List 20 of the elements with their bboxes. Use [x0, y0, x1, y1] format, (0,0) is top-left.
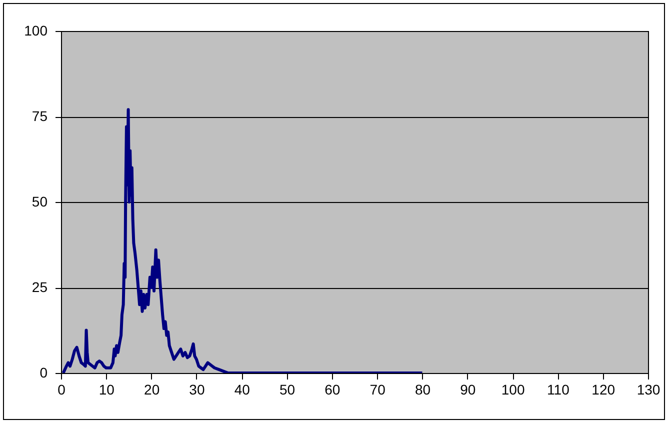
x-tick-label: 40 [234, 382, 250, 398]
x-tick-label: 60 [324, 382, 340, 398]
x-tick-label: 70 [370, 382, 386, 398]
x-tick-label: 120 [592, 382, 616, 398]
y-tick-label: 0 [40, 364, 48, 380]
x-tick-label: 10 [98, 382, 115, 398]
x-tick-label: 80 [414, 382, 431, 398]
x-tick-label: 110 [547, 382, 570, 398]
y-tick-label: 100 [24, 22, 48, 38]
x-tick-label: 30 [189, 382, 205, 398]
y-tick-label: 25 [32, 279, 48, 295]
x-tick-label: 130 [636, 382, 660, 398]
line-series [62, 108, 424, 373]
x-tick-label: 0 [58, 382, 66, 398]
x-tick-label: 20 [144, 382, 160, 398]
x-tick-label: 90 [460, 382, 476, 398]
x-tick-label: 50 [279, 382, 296, 398]
x-tick-label: 100 [501, 382, 525, 398]
y-tick-label: 75 [32, 108, 48, 124]
y-tick-label: 50 [32, 194, 48, 210]
